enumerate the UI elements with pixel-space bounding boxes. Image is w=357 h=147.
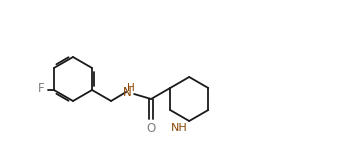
Text: H: H <box>127 83 135 93</box>
Text: N: N <box>123 86 131 100</box>
Text: F: F <box>37 82 44 96</box>
Text: O: O <box>146 122 156 135</box>
Text: NH: NH <box>171 123 188 133</box>
